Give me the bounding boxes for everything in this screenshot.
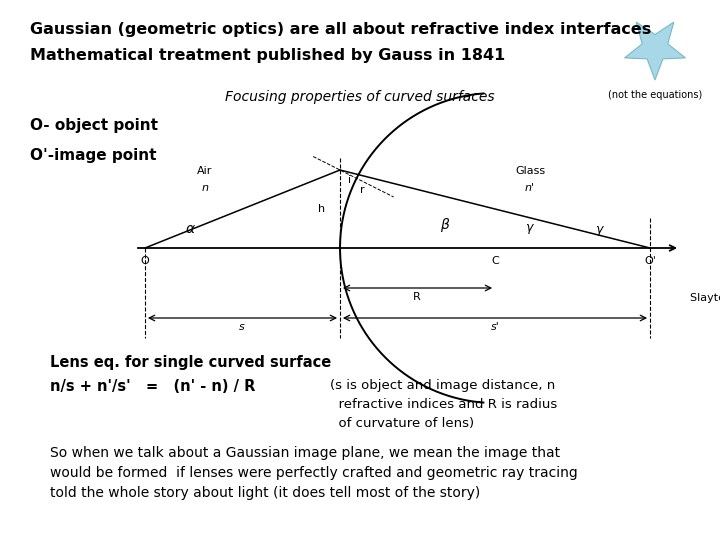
Text: Slayter & Slayter 1991: Slayter & Slayter 1991 [690, 293, 720, 303]
Text: O'-image point: O'-image point [30, 148, 156, 163]
Text: $\gamma$: $\gamma$ [595, 224, 605, 238]
Text: (s is object and image distance, n
  refractive indices and R is radius
  of cur: (s is object and image distance, n refra… [330, 379, 557, 430]
Text: Glass: Glass [515, 166, 545, 176]
Text: C: C [491, 256, 499, 266]
Text: i: i [348, 175, 351, 185]
Text: $\gamma$: $\gamma$ [525, 222, 535, 236]
Text: Focusing properties of curved surfaces: Focusing properties of curved surfaces [225, 90, 495, 104]
Text: So when we talk about a Gaussian image plane, we mean the image that
would be fo: So when we talk about a Gaussian image p… [50, 446, 577, 500]
Text: Air: Air [197, 166, 212, 176]
Text: n: n [202, 183, 209, 193]
Text: n/s + n'/s'   =   (n' - n) / R: n/s + n'/s' = (n' - n) / R [50, 379, 256, 394]
Text: s': s' [490, 322, 500, 332]
Text: $\beta$: $\beta$ [440, 216, 451, 234]
Text: R: R [413, 292, 421, 302]
Text: Gaussian (geometric optics) are all about refractive index interfaces: Gaussian (geometric optics) are all abou… [30, 22, 652, 37]
Text: n': n' [525, 183, 535, 193]
Text: Lens eq. for single curved surface: Lens eq. for single curved surface [50, 355, 331, 370]
Text: h: h [318, 204, 325, 214]
Text: O- object point: O- object point [30, 118, 158, 133]
Text: s: s [239, 322, 245, 332]
Text: O': O' [644, 256, 656, 266]
Text: (not the equations): (not the equations) [608, 90, 702, 100]
Text: Mathematical treatment published by Gauss in 1841: Mathematical treatment published by Gaus… [30, 48, 505, 63]
Text: r: r [360, 185, 364, 195]
Text: O: O [140, 256, 149, 266]
Text: $\alpha$: $\alpha$ [185, 222, 196, 236]
Polygon shape [624, 22, 685, 80]
